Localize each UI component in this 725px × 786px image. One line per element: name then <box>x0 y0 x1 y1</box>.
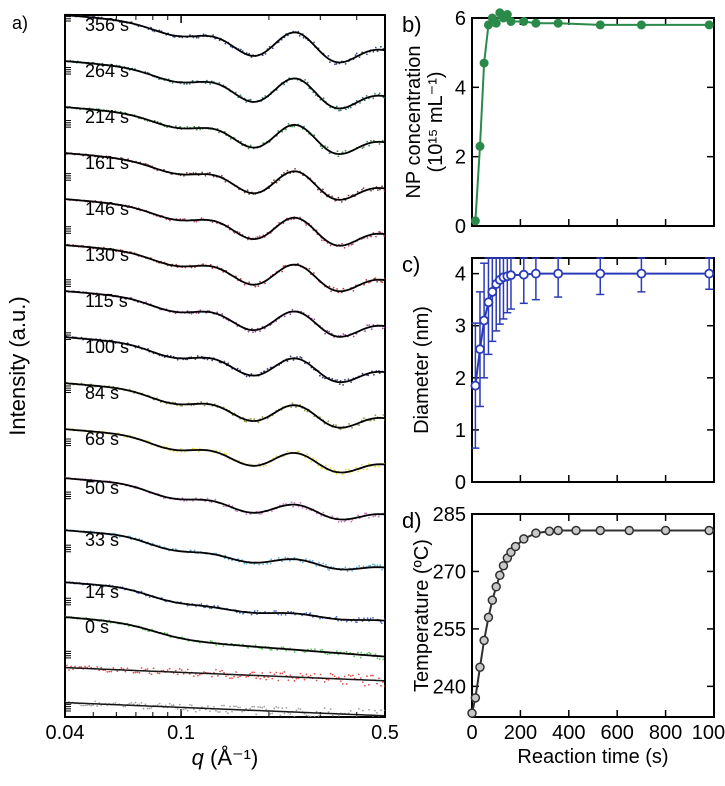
svg-text:4: 4 <box>455 264 466 286</box>
svg-text:270: 270 <box>433 561 466 583</box>
svg-text:33 s: 33 s <box>85 530 119 550</box>
svg-text:2: 2 <box>455 147 466 169</box>
svg-text:214 s: 214 s <box>85 107 129 127</box>
svg-text:a): a) <box>12 13 28 33</box>
svg-text:Temperature (ºC): Temperature (ºC) <box>411 539 433 692</box>
svg-text:0: 0 <box>455 216 466 238</box>
svg-text:b): b) <box>402 12 422 37</box>
svg-text:264 s: 264 s <box>85 61 129 81</box>
svg-text:3: 3 <box>455 316 466 338</box>
svg-text:0.1: 0.1 <box>167 722 195 744</box>
svg-text:50 s: 50 s <box>85 478 119 498</box>
svg-text:115 s: 115 s <box>85 291 128 311</box>
svg-text:240: 240 <box>433 676 466 698</box>
svg-text:161 s: 161 s <box>85 153 129 173</box>
svg-text:400: 400 <box>552 722 585 744</box>
svg-text:Diameter (nm): Diameter (nm) <box>411 306 433 434</box>
svg-text:c): c) <box>402 252 420 277</box>
svg-text:0 s: 0 s <box>85 617 109 637</box>
svg-text:68 s: 68 s <box>85 429 119 449</box>
svg-text:4: 4 <box>455 77 466 99</box>
svg-text:Intensity (a.u.): Intensity (a.u.) <box>5 296 30 435</box>
svg-text:255: 255 <box>433 619 466 641</box>
svg-text:100 s: 100 s <box>85 337 129 357</box>
svg-text:d): d) <box>402 508 422 533</box>
svg-text:84 s: 84 s <box>85 383 119 403</box>
svg-text:2: 2 <box>455 368 466 390</box>
figure-root: 0.04 0.1 0.5 a) q (Å⁻¹) Intensity (a.u.) 356 s… <box>0 0 725 786</box>
svg-text:600: 600 <box>601 722 634 744</box>
svg-text:130 s: 130 s <box>85 245 129 265</box>
svg-text:0.5: 0.5 <box>371 722 399 744</box>
svg-text:0: 0 <box>466 722 477 744</box>
figure-svg: 0.04 0.1 0.5 a) q (Å⁻¹) Intensity (a.u.) 356 s… <box>0 0 725 786</box>
svg-text:285: 285 <box>433 504 466 526</box>
svg-text:356 s: 356 s <box>85 15 129 35</box>
svg-text:800: 800 <box>649 722 682 744</box>
svg-text:146 s: 146 s <box>85 199 129 219</box>
svg-text:0.04: 0.04 <box>46 722 85 744</box>
svg-text:(10¹⁵ mL⁻¹): (10¹⁵ mL⁻¹) <box>425 71 447 172</box>
svg-text:0: 0 <box>455 472 466 494</box>
svg-text:1: 1 <box>455 420 466 442</box>
svg-text:Reaction time (s): Reaction time (s) <box>517 746 668 768</box>
svg-text:q (Å⁻¹): q (Å⁻¹) <box>192 745 259 770</box>
svg-text:200: 200 <box>504 722 537 744</box>
svg-text:6: 6 <box>455 8 466 30</box>
svg-text:NP concentration: NP concentration <box>403 45 425 198</box>
svg-text:14 s: 14 s <box>85 582 119 602</box>
svg-text:1000: 1000 <box>692 722 725 744</box>
